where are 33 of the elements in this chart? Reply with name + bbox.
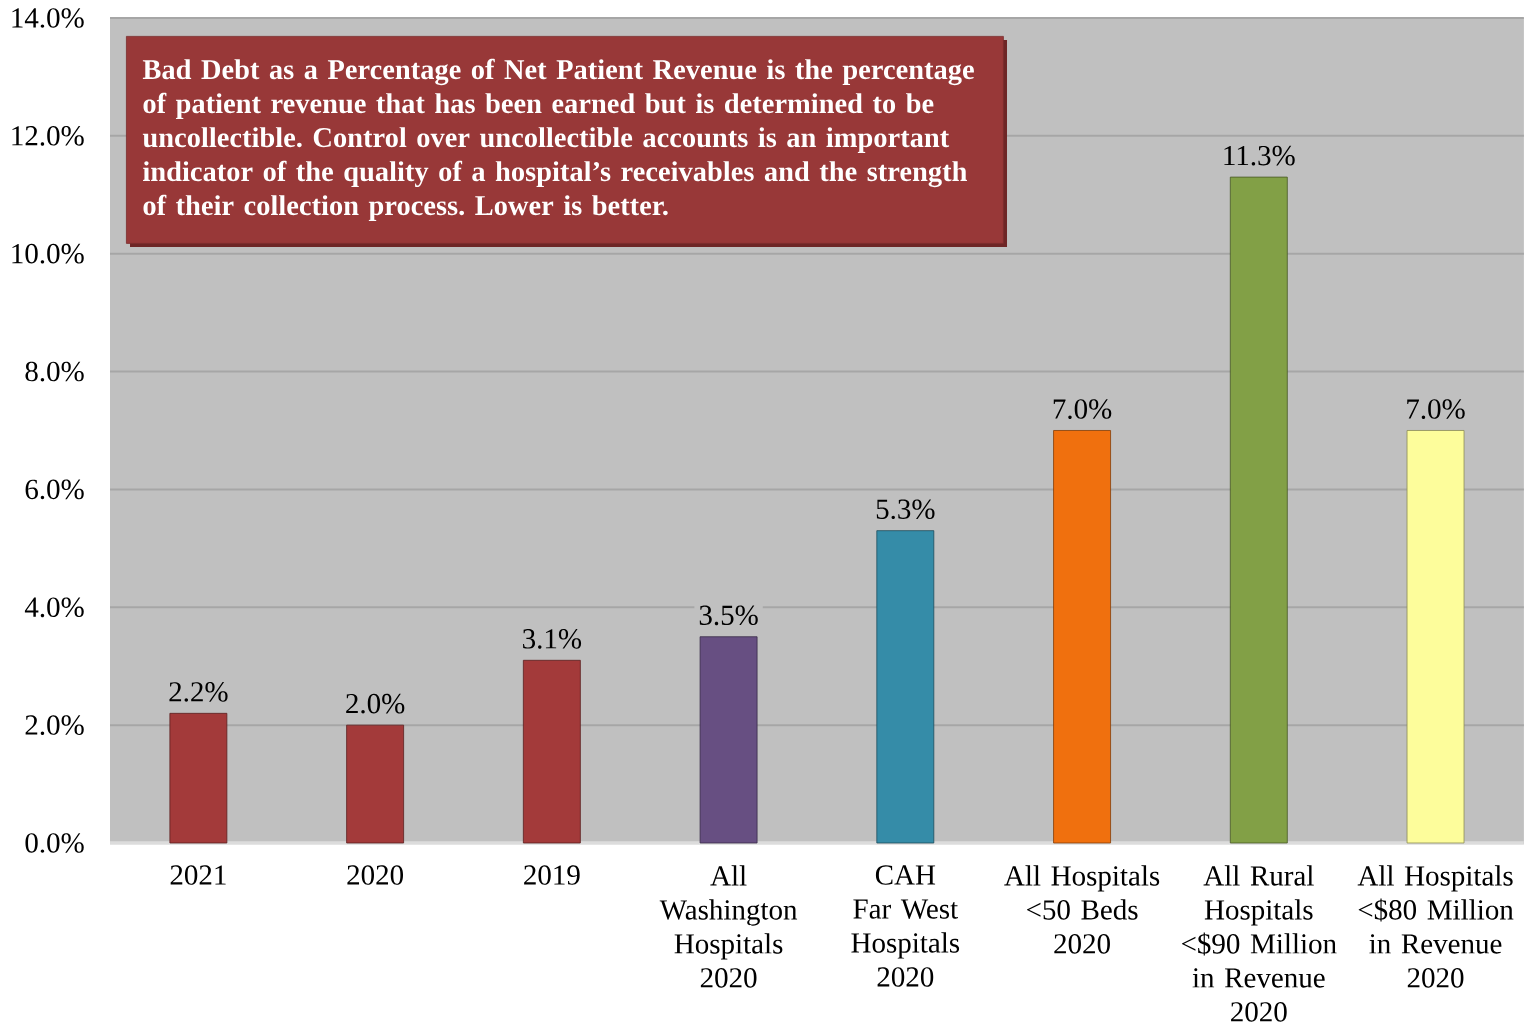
data-label: 2.2% <box>169 682 228 702</box>
data-label: 3.1% <box>523 629 582 649</box>
y-tick-label: 4.0% <box>24 597 84 618</box>
bar <box>1229 176 1288 844</box>
y-tick-label: 10.0% <box>12 243 84 264</box>
bar <box>1406 430 1465 844</box>
bar <box>169 712 228 844</box>
x-tick-label: All Hospitals <$80 Million in Revenue 2020 <box>1357 865 1514 988</box>
x-tick-label: 2020 <box>347 865 404 885</box>
y-tick-label: 14.0% <box>12 8 84 28</box>
y-tick-label: 12.0% <box>12 126 84 146</box>
data-label: 7.0% <box>1407 399 1465 419</box>
annotation: Bad Debt as a Percentage of Net Patient Revenue is the percentage of patient revenue that has been earned but is determined to be uncollectible. Control over uncollectible accounts is an important indicator of the quality of a hospital’s receivables and the strength of their collection process. Lower is better. <box>142 58 974 221</box>
y-tick-label: 0.0% <box>25 833 84 853</box>
bar <box>522 659 581 844</box>
x-tick-label: All Hospitals <50 Beds 2020 <box>1004 865 1160 954</box>
bar <box>346 724 405 844</box>
bar <box>1053 430 1111 844</box>
bar <box>876 530 935 844</box>
data-label: 7.0% <box>1053 399 1112 419</box>
x-tick-label: All Washington Hospitals 2020 <box>659 865 798 988</box>
y-tick-label: 6.0% <box>25 479 84 500</box>
data-label: 3.5% <box>699 605 758 626</box>
y-tick-label: 2.0% <box>25 715 84 735</box>
x-tick-label: 2019 <box>524 865 580 885</box>
x-tick-label: CAH Far West Hospitals 2020 <box>851 865 960 987</box>
data-label: 2.0% <box>346 693 405 714</box>
x-tick-label: 2021 <box>170 865 226 885</box>
bar <box>699 636 758 844</box>
x-tick-label: All Rural Hospitals <$90 Million in Revenue 2020 <box>1181 865 1337 1022</box>
y-tick-label: 8.0% <box>25 361 84 382</box>
data-label: 11.3% <box>1224 145 1295 166</box>
data-label: 5.3% <box>876 499 935 520</box>
